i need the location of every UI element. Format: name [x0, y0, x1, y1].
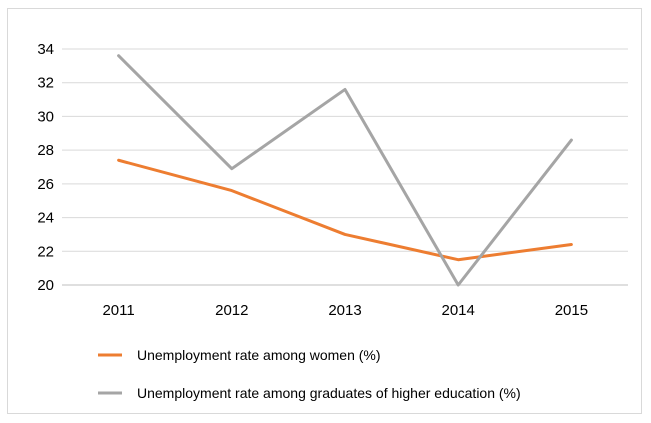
legend: Unemployment rate among women (%) Unemplo… [98, 347, 521, 401]
series-lines [117, 54, 573, 287]
x-tick-label-2014: 2014 [442, 302, 475, 319]
y-tick-label-28: 28 [37, 142, 54, 159]
legend-label-2: Unemployment rate among graduates of hig… [137, 385, 521, 401]
y-tick-label-22: 22 [37, 243, 54, 260]
series-line-1 [117, 158, 573, 262]
y-tick-label-20: 20 [37, 277, 54, 294]
y-tick-label-34: 34 [37, 41, 54, 58]
series-line-2 [117, 54, 573, 287]
x-tick-label-2015: 2015 [555, 302, 588, 319]
x-tick-label-2012: 2012 [215, 302, 248, 319]
gridlines [62, 48, 628, 286]
chart-frame [7, 8, 642, 414]
y-tick-label-30: 30 [37, 108, 54, 125]
y-tick-label-24: 24 [37, 210, 54, 227]
y-axis-tick-labels: 20 22 24 26 28 30 32 34 [37, 41, 54, 294]
x-tick-label-2013: 2013 [328, 302, 361, 319]
y-tick-label-26: 26 [37, 176, 54, 193]
y-tick-label-32: 32 [37, 75, 54, 92]
legend-label-1: Unemployment rate among women (%) [137, 347, 381, 363]
x-axis-tick-labels: 2011 2012 2013 2014 2015 [102, 302, 588, 319]
x-tick-label-2011: 2011 [102, 302, 134, 319]
